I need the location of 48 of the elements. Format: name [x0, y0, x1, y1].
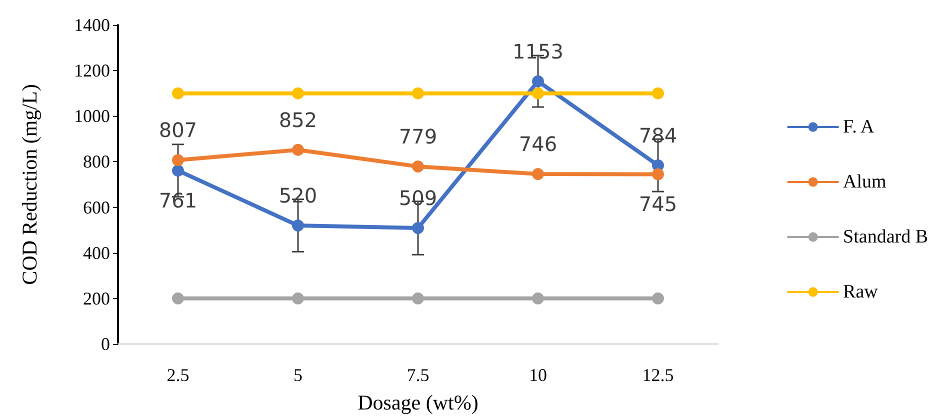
point — [532, 87, 544, 100]
y-tick-label: 1200 — [74, 60, 110, 81]
y-tick-label: 600 — [83, 197, 110, 218]
data-label: 779 — [398, 124, 438, 148]
legend-label: Standard B — [843, 226, 928, 248]
point — [412, 160, 424, 172]
y-tick-label: 400 — [83, 242, 110, 263]
point — [172, 164, 184, 177]
point — [412, 292, 424, 304]
legend-label: Alum — [843, 172, 887, 192]
x-tick-label: 7.5 — [406, 365, 430, 385]
x-tick-label: 5 — [294, 365, 302, 385]
data-label: 509 — [398, 186, 438, 210]
data-label: 784 — [638, 123, 678, 148]
point — [412, 87, 424, 100]
point — [532, 168, 544, 180]
legend-label: Raw — [843, 282, 878, 302]
point — [172, 87, 184, 100]
point — [652, 87, 664, 100]
data-label: 1153 — [512, 39, 564, 64]
y-tick-label: 0 — [101, 334, 110, 354]
point — [292, 87, 304, 100]
point — [652, 292, 664, 304]
x-tick-label: 10 — [529, 365, 547, 385]
data-label: 520 — [278, 184, 318, 208]
data-label: 852 — [278, 108, 318, 132]
data-label: 807 — [158, 118, 198, 142]
point — [172, 154, 184, 166]
x-tick-label: 2.5 — [166, 365, 190, 385]
point — [412, 222, 424, 234]
y-tick-label: 1000 — [74, 106, 110, 126]
point — [292, 292, 304, 304]
y-tick-label: 1400 — [74, 15, 110, 35]
point — [652, 168, 664, 180]
y-tick-label: 200 — [83, 288, 110, 308]
data-label: 745 — [638, 192, 678, 216]
point — [172, 292, 184, 304]
data-label: 746 — [518, 132, 558, 156]
y-tick-label: 800 — [83, 152, 110, 172]
point — [532, 75, 544, 88]
point — [532, 292, 544, 304]
point — [292, 220, 304, 232]
point — [292, 144, 304, 156]
x-tick-label: 12.5 — [642, 365, 674, 385]
y-axis-title: COD Reduction (mg/L) — [18, 84, 42, 285]
legend-label: F. A — [843, 116, 875, 138]
x-axis-title: Dosage (wt%) — [358, 390, 478, 414]
data-label: 761 — [158, 188, 198, 213]
